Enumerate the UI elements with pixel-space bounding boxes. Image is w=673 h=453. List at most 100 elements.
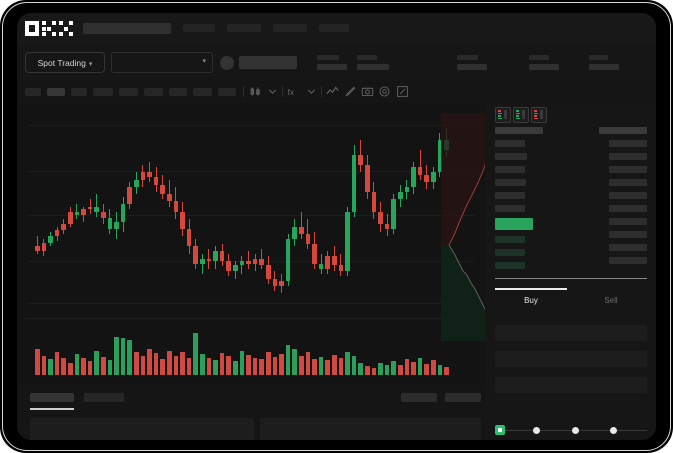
timeframe-1m[interactable] [25,88,41,96]
volume-bar [200,354,205,375]
orderbook-row[interactable] [495,262,525,269]
orderbook-row[interactable] [609,140,647,147]
order-total-field[interactable] [495,377,647,393]
orderbook-row[interactable] [609,257,647,264]
slider-stop-50[interactable] [572,426,579,434]
price-chart[interactable] [17,103,485,385]
tab-order-history[interactable] [84,393,124,402]
timeframe-5m[interactable] [47,88,65,96]
timeframe-15m[interactable] [71,88,87,96]
orderbook-row-highlighted[interactable] [495,218,533,230]
volume-bar [68,362,73,375]
volume-bar [358,362,363,375]
orderbook-asks-icon[interactable] [531,107,547,123]
timeframe-30m[interactable] [93,88,113,96]
timeframe-1w[interactable] [193,88,212,96]
slider-stop-25[interactable] [533,426,540,434]
order-amount-slider[interactable] [495,425,647,435]
orderbook-and-order-form: Buy Sell [485,103,656,440]
orderbook-row[interactable] [609,218,647,225]
orderbook-row[interactable] [609,205,647,212]
orderbook-row[interactable] [495,153,527,160]
orderbook-row[interactable] [609,231,647,238]
tab-sell[interactable]: Sell [604,296,618,305]
orderbook-row[interactable] [609,192,647,199]
candle [318,103,324,318]
orderbook-row[interactable] [609,153,647,160]
bottom-action-2[interactable] [445,393,481,402]
timeframe-more[interactable] [218,88,236,96]
pair-select-dropdown[interactable]: ▾ [111,52,213,73]
slider-stop-75[interactable] [610,426,617,434]
nav-item-4[interactable] [319,24,349,32]
orderbook-row[interactable] [609,179,647,186]
nav-item-1[interactable] [183,24,215,32]
candle [87,103,93,318]
candle [226,103,231,318]
orderbook-row[interactable] [495,179,526,186]
orderbook-row[interactable] [495,236,525,243]
candle [81,103,86,318]
timeframe-1d[interactable] [169,88,187,96]
volume-bar [54,352,60,375]
orderbook-bids-icon[interactable] [513,107,529,123]
timeframe-1h[interactable] [119,88,138,96]
volume-bar [101,356,106,375]
camera-icon[interactable] [361,85,374,98]
drawing-tools-icon[interactable] [344,85,357,98]
candle [279,103,284,318]
candle [365,103,370,318]
candle [127,103,132,318]
order-price-field[interactable] [495,325,647,341]
nav-item-3[interactable] [273,24,307,32]
volume-bar [338,358,344,375]
settings-gear-icon[interactable] [378,85,391,98]
orderbook-row[interactable] [495,205,525,212]
orderbook-row[interactable] [495,140,525,147]
timeframe-4h[interactable] [144,88,163,96]
orderbook-both-icon[interactable] [495,107,511,123]
candle [114,103,119,318]
volume-bar [246,354,251,375]
svg-text:fx: fx [288,88,294,97]
line-chart-icon[interactable] [326,85,339,98]
nav-item-2[interactable] [227,24,261,32]
bottom-panel-left [30,418,254,440]
volume-bar [74,354,80,375]
spot-trading-dropdown[interactable]: Spot Trading ▾ [25,52,105,73]
candle [120,103,126,318]
candle [351,103,357,318]
volume-bar [384,364,390,375]
orderbook-row[interactable] [609,244,647,251]
orderbook-row[interactable] [609,166,647,173]
candle [167,103,172,318]
bottom-action-1[interactable] [401,393,437,402]
orderbook-row[interactable] [495,249,525,256]
order-amount-field[interactable] [495,351,647,367]
indicators-icon[interactable]: fx [286,85,299,98]
fullscreen-icon[interactable] [396,85,409,98]
volume-bar [292,348,297,375]
candle [213,103,218,318]
volume-bar [305,352,311,375]
slider-handle[interactable] [495,425,505,435]
chevron-down-icon[interactable] [305,85,318,98]
candlestick-chart-icon[interactable] [249,85,262,98]
stat-change-24h [357,55,389,70]
candle [437,103,443,318]
chevron-down-icon[interactable] [266,85,279,98]
chart-volume-divider [25,318,477,319]
orderbook-row[interactable] [495,166,525,173]
okx-logo-icon[interactable] [25,21,73,36]
volume-bar [417,358,423,375]
candle [378,103,383,318]
tab-buy[interactable]: Buy [524,296,538,305]
orderbook-row[interactable] [495,192,525,199]
search-input[interactable] [83,23,171,34]
candle [252,103,258,318]
volume-bar [87,361,93,375]
tab-open-orders[interactable] [30,393,74,402]
volume-bar [259,359,264,375]
bottom-panel-right [260,418,481,440]
